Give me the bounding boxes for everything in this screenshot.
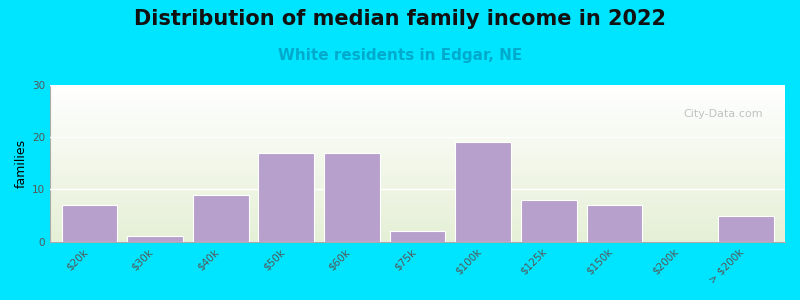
Bar [718,216,774,242]
Bar [455,142,511,242]
Y-axis label: families: families [15,139,28,188]
Bar [586,205,642,242]
Text: City-Data.com: City-Data.com [683,109,763,118]
Bar [193,195,249,242]
Bar [127,236,183,242]
Bar [390,231,446,242]
Bar [258,153,314,242]
Text: White residents in Edgar, NE: White residents in Edgar, NE [278,48,522,63]
Bar [324,153,380,242]
Text: Distribution of median family income in 2022: Distribution of median family income in … [134,9,666,29]
Bar [62,205,118,242]
Bar [521,200,577,242]
